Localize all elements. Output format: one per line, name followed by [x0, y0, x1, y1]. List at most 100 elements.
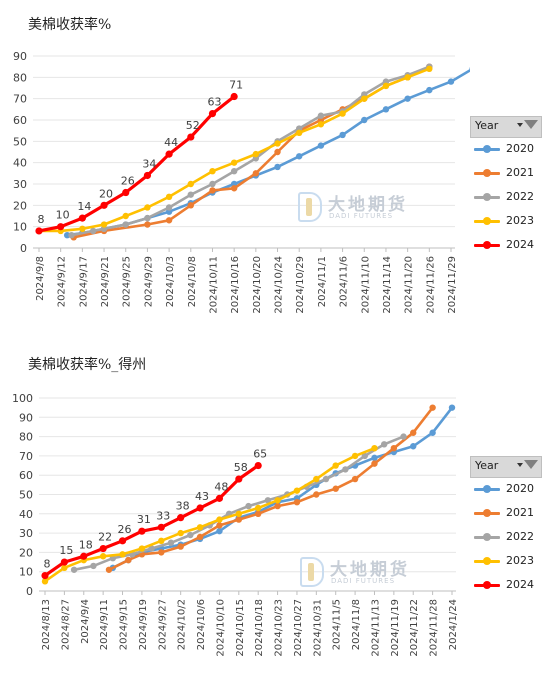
- data-point-2021: [351, 475, 359, 483]
- data-point-2024: [143, 171, 152, 180]
- chart-title: 美棉收获率%_得州: [28, 357, 147, 373]
- legend-item-2022[interactable]: 2022: [470, 186, 542, 210]
- data-point-2022: [245, 502, 252, 510]
- legend-item-2024[interactable]: 2024: [470, 234, 542, 258]
- data-point-2021: [230, 185, 238, 192]
- data-point-2022: [342, 466, 349, 473]
- data-point-2021: [293, 499, 301, 506]
- legend-item-2023[interactable]: 2023: [470, 210, 542, 234]
- legend-items: 2020 2021 2022 2023 2024: [470, 138, 542, 258]
- legend-header[interactable]: Year: [470, 116, 542, 138]
- legend-label: 2020: [506, 482, 534, 495]
- dadi-logo-icon: [298, 192, 322, 222]
- data-point-2020: [317, 142, 325, 149]
- x-tick-label: 2024/10/3: [165, 256, 176, 307]
- data-point-2023: [293, 487, 301, 494]
- data-label: 44: [164, 136, 178, 149]
- x-tick-label: 2024/9/21: [100, 256, 111, 307]
- legend-label: 2023: [506, 214, 534, 227]
- watermark-name: 大地期货: [328, 195, 408, 215]
- data-point-2024: [100, 201, 108, 209]
- legend-item-2021[interactable]: 2021: [470, 162, 542, 186]
- data-label: 10: [56, 209, 70, 222]
- legend-item-2023[interactable]: 2023: [470, 550, 542, 574]
- data-point-2023: [230, 159, 238, 166]
- x-tick-label: 2024/10/10: [215, 599, 226, 657]
- legend-item-2020[interactable]: 2020: [470, 478, 542, 502]
- data-point-2023: [382, 82, 390, 90]
- legend-header[interactable]: Year: [470, 456, 542, 478]
- data-point-2024: [122, 188, 130, 197]
- filter-icon[interactable]: [524, 120, 538, 129]
- x-tick-label: 2024/10/23: [274, 599, 285, 657]
- data-point-2024: [165, 150, 173, 158]
- legend-marker-icon: [483, 241, 491, 249]
- data-point-2020: [469, 67, 470, 71]
- legend-label: 2024: [506, 238, 534, 251]
- x-tick-label: 2024/11/29: [447, 256, 458, 314]
- line-chart-us: 0 10 20 30 40 50 60 70 80 90 2024/9/8 2024/9/12 2024…: [13, 50, 470, 314]
- data-point-2023: [426, 65, 433, 73]
- legend-item-2021[interactable]: 2021: [470, 502, 542, 526]
- data-point-2024: [80, 552, 88, 560]
- data-point-2022: [400, 433, 407, 440]
- legend-item-2022[interactable]: 2022: [470, 526, 542, 550]
- data-point-2022: [167, 539, 175, 546]
- data-point-2024: [230, 92, 238, 101]
- x-tick-label: 2024/11/22: [409, 599, 420, 657]
- legend-item-2024[interactable]: 2024: [470, 574, 542, 598]
- data-point-2023: [100, 221, 108, 228]
- legend-header-label: Year: [475, 459, 499, 472]
- legend-marker-icon: [483, 217, 491, 225]
- data-point-2021: [105, 566, 113, 573]
- y-tick-label: 100: [12, 392, 33, 405]
- dropdown-arrow-icon[interactable]: [517, 463, 523, 467]
- data-point-2022: [209, 180, 216, 188]
- data-label: 31: [137, 513, 151, 526]
- data-point-2021: [196, 533, 204, 541]
- x-tick-label: 2024/11/8: [351, 599, 362, 650]
- data-point-2023: [177, 529, 184, 537]
- data-point-2020: [216, 527, 223, 535]
- legend-marker-icon: [483, 533, 491, 541]
- x-tick-label: 2024/10/20: [252, 256, 263, 314]
- x-tick-label: 2024/11/13: [370, 599, 381, 657]
- data-point-2024: [118, 537, 127, 545]
- data-point-2023: [216, 516, 223, 523]
- legend-label: 2020: [506, 142, 534, 155]
- filter-icon[interactable]: [524, 460, 538, 469]
- data-label: 48: [214, 480, 228, 493]
- legend-item-2020[interactable]: 2020: [470, 138, 542, 162]
- harvest-chart-panel-texas: 美棉收获率%_得州 0 10 20 30 40 50 60 70 80 90 100 2024/8/1…: [0, 340, 550, 675]
- legend-label: 2021: [506, 506, 534, 519]
- x-tick-label: 2024/9/15: [119, 599, 130, 650]
- data-label: 26: [118, 523, 132, 536]
- data-point-2021: [254, 510, 262, 517]
- chart-title: 美棉收获率%: [28, 17, 112, 33]
- y-tick-label: 90: [13, 50, 27, 63]
- legend: Year 2020 2021 2022 2023 2024: [470, 116, 542, 258]
- data-point-2021: [410, 429, 417, 436]
- y-tick-label: 0: [26, 585, 33, 598]
- y-tick-label: 50: [13, 135, 27, 148]
- dropdown-arrow-icon[interactable]: [517, 123, 523, 127]
- x-tick-label: 2024/10/11: [208, 256, 219, 314]
- data-label: 34: [142, 157, 156, 170]
- legend: Year 2020 2021 2022 2023 2024: [470, 456, 542, 598]
- data-point-2024: [177, 514, 185, 522]
- x-tick-label: 2024/11/6: [339, 256, 350, 307]
- legend-label: 2023: [506, 554, 534, 567]
- data-point-2024: [99, 544, 107, 553]
- data-point-2023: [41, 578, 49, 585]
- legend-marker-icon: [483, 145, 491, 153]
- series-line-2022: [72, 435, 405, 572]
- data-point-2022: [70, 566, 78, 573]
- data-point-2022: [90, 227, 97, 235]
- data-point-2023: [187, 180, 194, 188]
- data-label: 71: [229, 79, 243, 92]
- data-point-2023: [274, 497, 281, 504]
- data-point-2021: [371, 460, 378, 467]
- data-point-2021: [158, 549, 165, 556]
- data-point-2020: [382, 106, 390, 113]
- y-tick-label: 80: [19, 431, 33, 444]
